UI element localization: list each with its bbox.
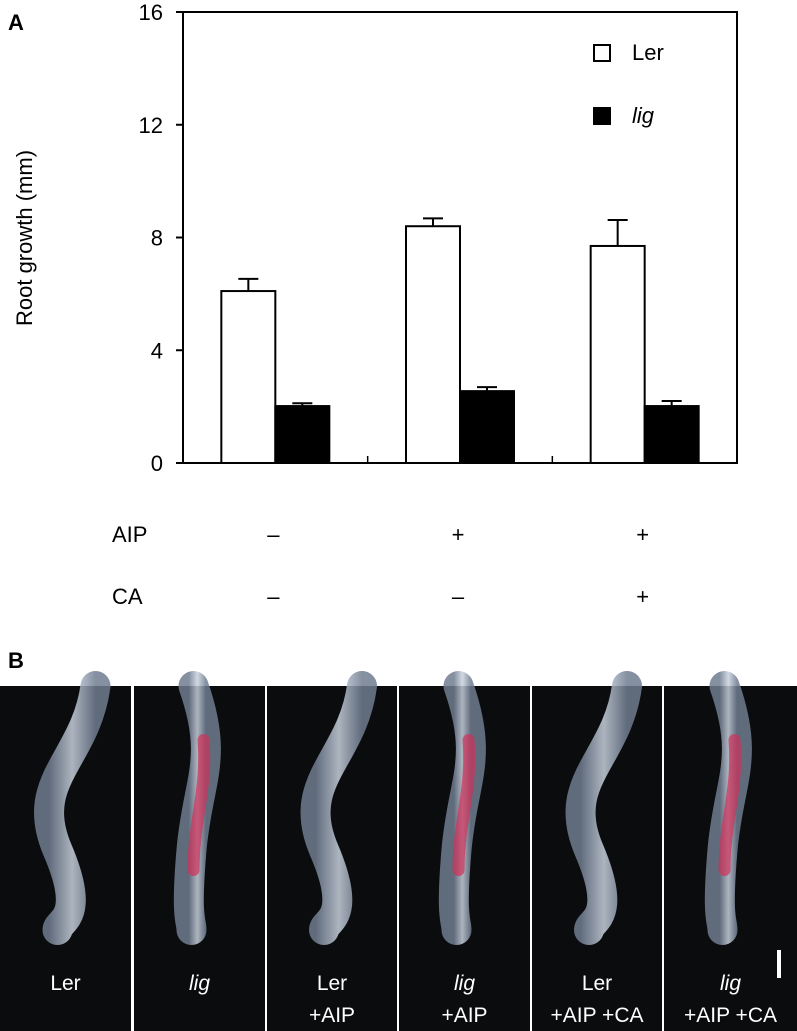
photo-label: Ler	[582, 972, 612, 995]
root	[34, 671, 111, 945]
condition-value: +	[636, 584, 649, 609]
y-tick-label: 8	[151, 226, 163, 251]
panel-label: B	[8, 648, 24, 673]
condition-value: –	[452, 584, 465, 609]
bar	[589, 244, 646, 464]
photo-label: +AIP +CA	[550, 1004, 643, 1027]
y-tick-label: 16	[139, 0, 163, 25]
bar	[459, 390, 515, 465]
bar	[274, 405, 331, 464]
legend-label: lig	[632, 103, 655, 128]
condition-label: CA	[112, 584, 143, 609]
bar	[220, 290, 277, 464]
photo-label: +AIP +CA	[684, 1004, 777, 1027]
y-axis-label: Root growth (mm)	[12, 150, 37, 326]
y-tick-label: 0	[151, 451, 163, 476]
bar	[643, 405, 700, 464]
panel-label: A	[8, 10, 24, 35]
root-stain	[452, 734, 476, 876]
photo-label: Ler	[317, 972, 347, 995]
root	[565, 671, 642, 945]
photo-label: lig	[454, 972, 475, 995]
bar	[405, 225, 461, 464]
legend-label: Ler	[632, 40, 664, 65]
root	[300, 671, 377, 945]
root-stain	[718, 734, 742, 876]
legend-swatch	[593, 44, 611, 62]
condition-value: –	[267, 584, 280, 609]
photo-label: +AIP	[309, 1004, 355, 1027]
y-tick-label: 12	[139, 113, 163, 138]
legend-swatch	[593, 107, 611, 125]
condition-value: +	[636, 522, 649, 547]
photo-label: lig	[720, 972, 741, 995]
condition-label: AIP	[112, 522, 147, 547]
condition-value: –	[267, 522, 280, 547]
photo-label: Ler	[50, 972, 80, 995]
root-stain	[187, 734, 211, 876]
condition-value: +	[452, 522, 465, 547]
y-tick-label: 4	[151, 338, 163, 363]
photo-label: +AIP	[441, 1004, 487, 1027]
photo-label: lig	[189, 972, 210, 995]
